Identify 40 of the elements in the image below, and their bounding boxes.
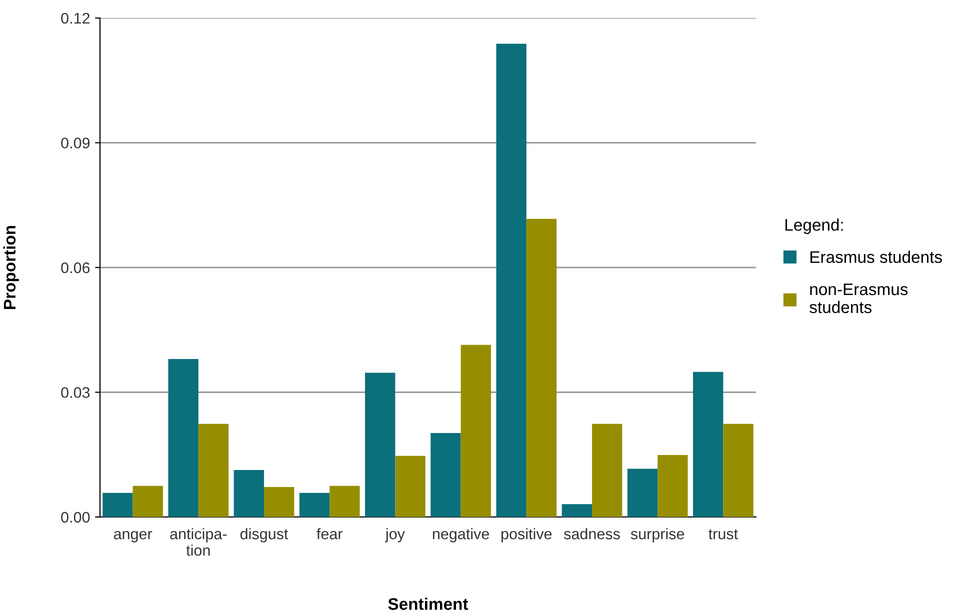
bar <box>693 372 724 517</box>
x-tick-label: trust <box>708 529 738 540</box>
x-axis-title: Sentiment <box>388 598 468 610</box>
y-tick-label: 0.12 <box>61 12 90 24</box>
x-tick-label: fear <box>316 528 343 540</box>
x-tick-label: positive <box>501 528 552 542</box>
x-tick-label: negative <box>432 528 490 542</box>
y-tick-label: 0.09 <box>61 138 90 148</box>
bar <box>234 470 264 517</box>
bar <box>562 504 592 517</box>
bar <box>496 44 526 517</box>
bar <box>592 424 622 517</box>
y-axis-title: Proportion <box>3 226 19 309</box>
x-tick-label: disgust <box>240 528 288 542</box>
y-tick-label: 0.03 <box>61 387 90 398</box>
bar <box>198 424 229 517</box>
legend-label: Erasmus students <box>810 250 942 263</box>
legend-label: non-Erasmus students <box>810 284 908 314</box>
bar <box>430 433 461 517</box>
x-tick-label: anger <box>114 530 152 542</box>
legend-title: Legend: <box>785 218 843 234</box>
bar <box>460 344 491 517</box>
bar <box>330 486 360 517</box>
x-tick-label: anticipa- tion <box>170 528 227 556</box>
x-tick-label: joy <box>385 528 405 542</box>
bar <box>299 492 330 517</box>
y-tick-label: 0.00 <box>61 512 90 523</box>
bar <box>132 486 163 517</box>
bar <box>102 492 133 517</box>
bar <box>395 456 426 517</box>
bar <box>526 218 557 517</box>
bar <box>627 468 658 517</box>
bar <box>658 455 688 517</box>
x-tick-label: surprise <box>630 528 684 542</box>
bar <box>723 424 754 517</box>
bar <box>365 372 396 517</box>
bar <box>168 358 198 517</box>
bar <box>264 487 294 517</box>
x-tick-label: sadness <box>564 528 620 540</box>
y-tick-label: 0.06 <box>61 262 90 274</box>
